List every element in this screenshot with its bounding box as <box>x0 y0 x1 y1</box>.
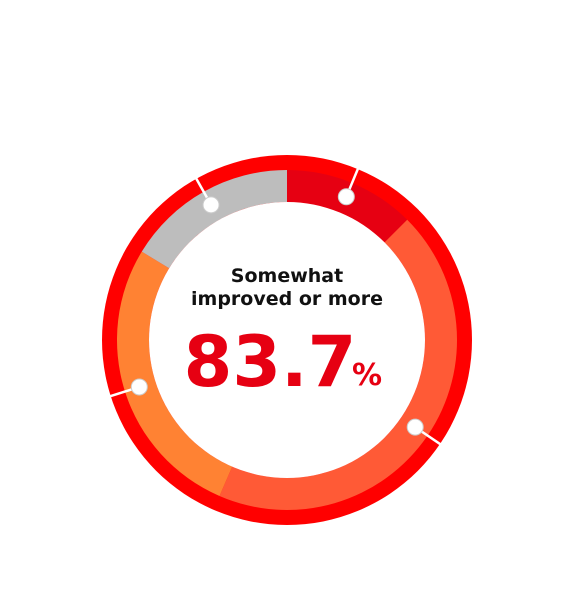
donut-segment <box>287 170 408 243</box>
pointer-dot <box>406 418 424 436</box>
center-label: Somewhat <box>231 265 343 287</box>
pointer-dot <box>130 378 148 396</box>
donut-segment <box>116 251 233 497</box>
center-unit: % <box>352 358 382 393</box>
center-label: improved or more <box>191 288 383 310</box>
donut-segment <box>219 219 457 510</box>
center-value: 83.7 <box>184 321 357 403</box>
pointer-dot <box>202 196 220 214</box>
center-disc <box>149 202 425 478</box>
pointer-dot <box>337 188 355 206</box>
donut-segment <box>141 170 287 269</box>
